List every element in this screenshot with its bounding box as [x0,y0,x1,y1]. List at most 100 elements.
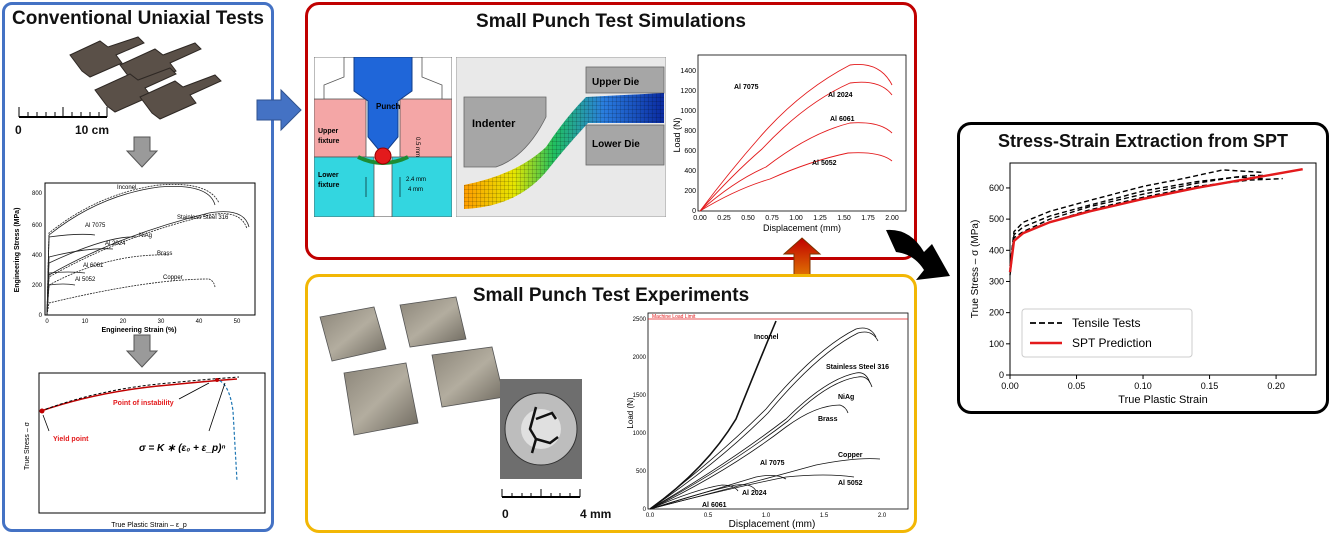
sim-ytick: 1400 [680,68,696,75]
lower-fixture-label: fixture [318,182,340,189]
y-tick-label: 200 [989,308,1004,318]
eng-ylabel: Engineering Stress (MPa) [14,208,21,293]
legend-box [1021,308,1193,358]
simulation-title: Small Punch Test Simulations [476,11,746,32]
sim-xtick: 1.75 [861,215,875,222]
scale-end-label: 10 cm [75,123,110,137]
y-tick-label: 400 [989,245,1004,255]
exp-ytick: 1000 [633,431,647,437]
upper-fixture-label: fixture [318,138,340,145]
sim-label: Al 5052 [812,160,837,167]
tensile-test-line [1009,174,1270,270]
experiment-panel: Small Punch Test Experiments 0 4 mm [305,274,917,533]
machine-limit-label: Machine Load Limit [652,314,696,320]
eng-xtick: 50 [234,319,241,325]
eng-label: Brass [157,251,172,257]
sim-xtick: 0.75 [765,215,779,222]
lower-die-label: Lower Die [592,139,640,150]
tensile-test-line [1009,176,1263,273]
eng-xtick: 0 [45,319,49,325]
x-tick-label: 0.10 [1134,381,1152,391]
exp-label: Al 6061 [702,502,727,509]
sim-xtick: 0.00 [693,215,707,222]
eng-label: Stainless Steel 316 [177,215,229,221]
exp-xtick: 0.0 [646,513,655,519]
scale-start-label: 0 [502,507,509,521]
exp-ytick: 500 [636,469,647,475]
sim-xtick: 0.25 [717,215,731,222]
experiment-load-chart: Machine Load Limit 0 500 1000 1500 2000 … [626,312,909,529]
eng-label: Al 2024 [105,241,126,247]
sim-xtick: 1.25 [813,215,827,222]
scale-end-label: 4 mm [580,507,612,521]
sim-label: Al 2024 [828,92,853,99]
y-tick-label: 600 [989,183,1004,193]
sim-ytick: 200 [684,188,696,195]
x-tick-label: 0.20 [1267,381,1285,391]
exp-xtick: 0.5 [704,513,713,519]
sim-ytick: 0 [692,208,696,215]
exp-ytick: 0 [643,507,647,513]
exp-xtick: 1.5 [820,513,829,519]
uniaxial-title: Conventional Uniaxial Tests [12,8,264,29]
legend-label: Tensile Tests [1072,316,1140,330]
x-tick-label: 0.00 [1001,381,1019,391]
thickness-dim-label: 0.5 mm [414,137,420,157]
eng-ytick: 200 [32,283,43,289]
engineering-chart: 0 200 400 600 800 0 10 20 30 40 50 Engin… [14,182,256,334]
upper-die-label: Upper Die [592,77,640,88]
sim-ytick: 1000 [680,108,696,115]
arrow-down-icon [125,334,159,368]
eng-ytick: 800 [32,191,43,197]
sim-xlabel: Displacement (mm) [763,223,841,233]
sim-label: Al 6061 [830,116,855,123]
scale-start-label: 0 [15,123,22,137]
eng-xtick: 20 [120,319,127,325]
legend-label: SPT Prediction [1072,336,1152,350]
simulation-panel: Small Punch Test Simulations Punch Upper… [305,2,917,260]
spt-specimens-image [319,296,505,436]
uniaxial-panel: Conventional Uniaxial Tests 0 10 cm 0 20… [2,2,274,532]
sim-xtick: 2.00 [885,215,899,222]
eng-xtick: 40 [196,319,203,325]
punch-label: Punch [376,102,401,111]
simulation-load-chart: 0 200 400 600 800 1000 1200 1400 0.00 0.… [672,54,907,233]
experiment-title: Small Punch Test Experiments [472,285,750,306]
arrow-down-icon [125,136,159,168]
sim-label: Al 7075 [734,84,759,91]
eng-label: NiAg [139,233,152,239]
exp-xtick: 2.0 [878,513,887,519]
tensile-test-line [1009,177,1283,276]
curved-arrow-icon [886,229,950,280]
eng-ytick: 600 [32,223,43,229]
sim-ylabel: Load (N) [672,117,682,152]
sim-ytick: 800 [684,128,696,135]
true-xlabel: True Plastic Strain – ε_p [111,522,187,529]
sim-xtick: 0.50 [741,215,755,222]
exp-ytick: 1500 [633,393,647,399]
exp-label: Inconel [754,334,779,341]
sim-ytick: 400 [684,168,696,175]
exp-label: Al 2024 [742,490,767,497]
eng-ytick: 0 [39,313,43,319]
exp-label: NiAg [838,394,854,401]
eng-ytick: 400 [32,253,43,259]
lower-fixture-label: Lower [318,172,339,179]
x-tick-label: 0.05 [1068,381,1086,391]
exp-ytick: 2000 [633,355,647,361]
hollomon-equation: σ = K ∗ (ε₀ + ε_p)ⁿ [139,443,225,454]
exp-label: Brass [818,416,838,423]
sim-ytick: 600 [684,148,696,155]
extraction-chart: 0.00 0.05 0.10 0.15 0.200100200300400500600 … [970,162,1317,406]
dim-2-4-label: 2.4 mm [406,177,426,183]
extraction-ylabel: True Stress – σ (MPa) [970,220,981,319]
instability-label: Point of instability [113,400,174,407]
spt-fixture-schematic: Punch Upper fixture Lower fixture 0.5 mm… [314,57,452,217]
dim-4-label: 4 mm [408,187,423,193]
y-tick-label: 0 [999,370,1004,380]
extraction-xlabel: True Plastic Strain [1118,394,1207,406]
y-tick-label: 500 [989,214,1004,224]
eng-xlabel: Engineering Strain (%) [101,327,176,334]
fracture-image [500,379,582,479]
exp-xlabel: Displacement (mm) [729,519,816,529]
